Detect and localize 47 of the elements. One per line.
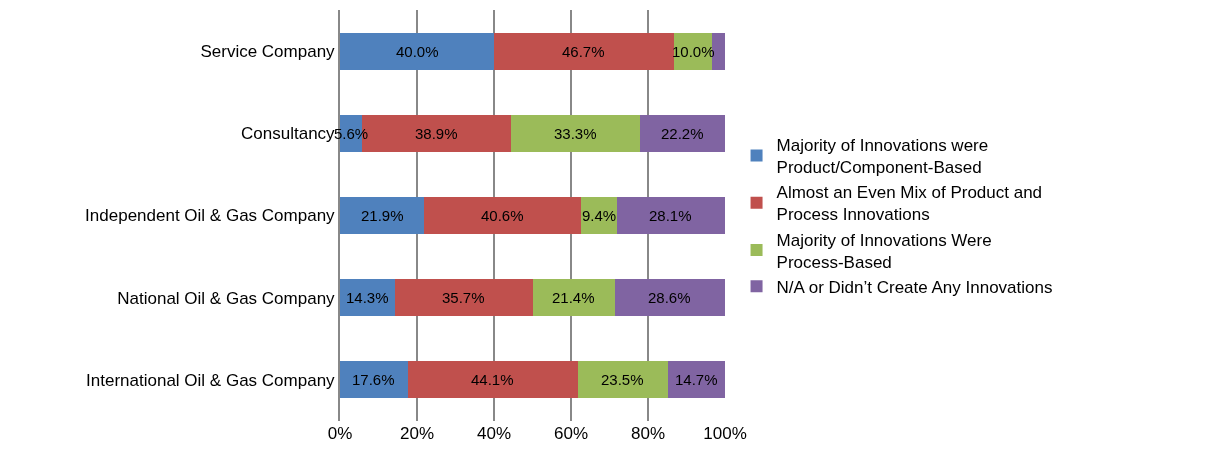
bar [712, 32, 725, 70]
x-tick-label: 80% [630, 424, 666, 443]
y-tick-label: Service Company [200, 42, 336, 62]
legend-label: Almost an Even Mix of Product and Process Innovations [776, 183, 1043, 225]
data-label: 28.6% [648, 289, 691, 306]
data-label: 23.5% [601, 371, 644, 388]
bar [616, 197, 725, 234]
data-label: 21.4% [552, 289, 595, 306]
data-label: 44.1% [471, 371, 514, 388]
x-tick-label: 0% [327, 424, 353, 443]
x-tick-label: 100% [703, 424, 747, 443]
x-tick-label: 60% [553, 424, 589, 443]
data-label: 17.6% [352, 371, 395, 388]
bar [511, 114, 640, 152]
data-label: 35.7% [442, 289, 485, 306]
y-tick-label: International Oil & Gas Company [86, 370, 336, 390]
data-label: 22.2% [661, 125, 704, 142]
legend-label: N/A or Didn’t Create Any Innovations [776, 277, 1053, 297]
bar [532, 279, 615, 317]
y-tick-label: National Oil & Gas Company [117, 288, 336, 308]
data-label: 14.3% [346, 289, 389, 306]
data-label: 9.4% [582, 207, 617, 224]
data-label: 14.7% [675, 371, 718, 388]
data-label: 40.6% [481, 207, 524, 224]
x-tick-label: 20% [399, 424, 435, 443]
data-label: 21.9% [361, 207, 404, 224]
legend-label: Majority of Innovations Were Process-Based [776, 230, 992, 272]
bar [340, 361, 408, 399]
data-label: 28.1% [649, 207, 692, 224]
data-label: 33.3% [554, 125, 597, 142]
bar [340, 197, 425, 234]
bar [577, 361, 669, 399]
bar [407, 361, 578, 399]
bar [668, 361, 725, 399]
bar [494, 32, 674, 70]
data-label: 38.9% [415, 125, 458, 142]
bar [424, 197, 581, 234]
bar [395, 279, 533, 317]
data-label: 40.0% [396, 43, 439, 60]
bar [639, 114, 725, 152]
y-tick-label: Independent Oil & Gas Company [85, 206, 336, 226]
legend-label: Majority of Innovations were Product/Component-Based [776, 136, 989, 178]
x-tick-label: 40% [476, 424, 512, 443]
bar [340, 32, 494, 70]
y-tick-label: Consultancy [241, 124, 336, 144]
bar [614, 279, 725, 317]
data-label: 46.7% [562, 43, 605, 60]
